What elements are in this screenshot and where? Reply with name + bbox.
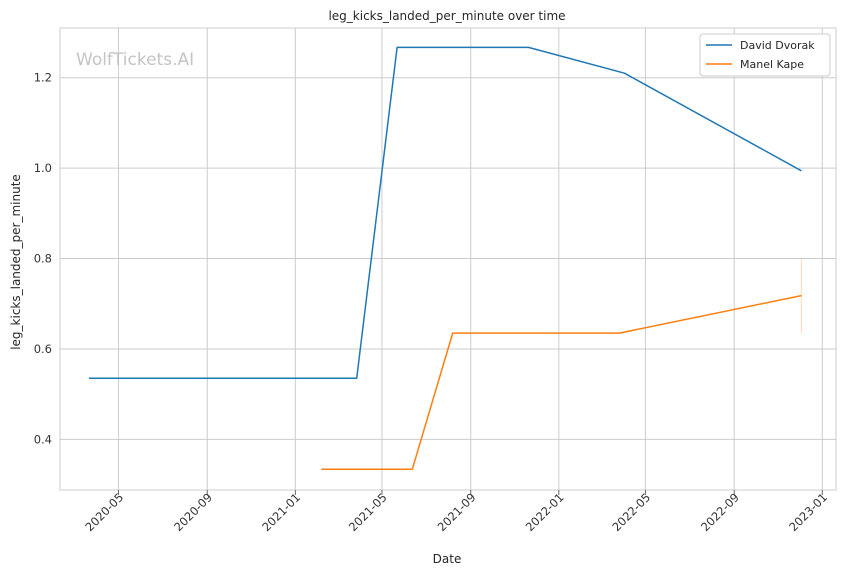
y-tick-label: 0.4 xyxy=(34,432,52,446)
x-tick-label: 2021-01 xyxy=(259,490,303,534)
series-line-david-dvorak xyxy=(88,46,802,380)
x-tick-label: 2022-09 xyxy=(698,490,742,534)
y-tick-label: 1.2 xyxy=(34,71,52,85)
series-layer xyxy=(88,46,802,470)
x-axis-label: Date xyxy=(433,552,462,566)
legend-box xyxy=(699,33,831,77)
y-tick-label: 1.0 xyxy=(34,161,52,175)
x-tick-label: 2020-05 xyxy=(82,490,126,534)
series-line-manel-kape xyxy=(321,294,802,470)
x-tick-label: 2021-09 xyxy=(435,490,479,534)
watermark: WolfTickets.AI xyxy=(76,50,194,70)
x-tick-label: 2022-01 xyxy=(523,490,567,534)
x-tick-label: 2021-05 xyxy=(346,490,390,534)
y-tick-label: 0.6 xyxy=(34,342,52,356)
y-axis-label: leg_kicks_landed_per_minute xyxy=(9,174,23,350)
legend-label-david-dvorak: David Dvorak xyxy=(740,39,815,52)
legend: David Dvorak Manel Kape xyxy=(699,33,831,77)
grid xyxy=(60,28,836,490)
x-tick-label: 2020-09 xyxy=(171,490,215,534)
y-tick-label: 0.8 xyxy=(34,252,52,266)
x-tick-label: 2022-05 xyxy=(609,490,653,534)
chart-title: leg_kicks_landed_per_minute over time xyxy=(328,9,565,23)
legend-label-manel-kape: Manel Kape xyxy=(740,58,804,71)
x-tick-label: 2023-01 xyxy=(786,490,830,534)
